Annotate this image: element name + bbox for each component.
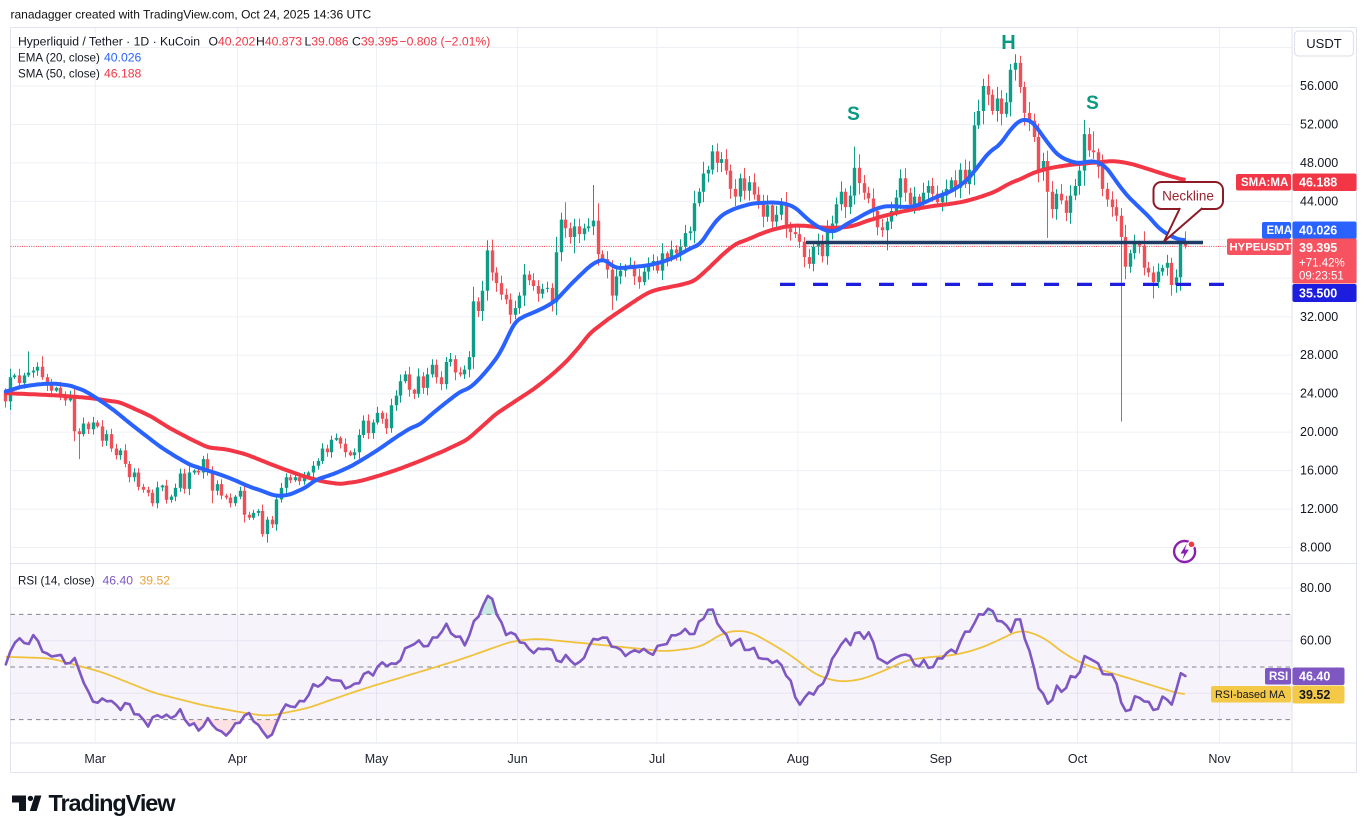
svg-text:24.000: 24.000 [1300,387,1338,401]
svg-text:RSI-based MA: RSI-based MA [1215,689,1286,701]
svg-text:39.52: 39.52 [1299,688,1330,702]
svg-text:46.188: 46.188 [1299,176,1337,190]
svg-text:Mar: Mar [84,752,106,766]
svg-text:56.000: 56.000 [1300,79,1338,93]
svg-text:35.500: 35.500 [1299,287,1337,301]
svg-text:H: H [1001,32,1015,54]
svg-text:USDT: USDT [1306,36,1341,51]
svg-text:ranadagger created with Tradin: ranadagger created with TradingView.com,… [11,8,372,22]
svg-text:EMA (20, close)40.026: EMA (20, close) 40.026 [18,51,141,65]
svg-text:EMA: EMA [1267,225,1293,237]
svg-text:HYPEUSDT: HYPEUSDT [1230,242,1292,254]
svg-text:46.40: 46.40 [1299,670,1330,684]
svg-text:60.00: 60.00 [1300,634,1331,648]
svg-text:S: S [1086,93,1099,114]
svg-text:28.000: 28.000 [1300,348,1338,362]
svg-text:RSI: RSI [1269,671,1288,683]
svg-text:Nov: Nov [1208,752,1231,766]
svg-text:Sep: Sep [930,752,952,766]
svg-text:39.395: 39.395 [1299,241,1337,255]
svg-text:32.000: 32.000 [1300,310,1338,324]
svg-text:44.000: 44.000 [1300,194,1338,208]
svg-text:Jun: Jun [508,752,528,766]
svg-text:8.000: 8.000 [1300,541,1331,555]
svg-text:+71.42%: +71.42% [1299,258,1345,270]
svg-text:Aug: Aug [787,752,809,766]
svg-text:20.000: 20.000 [1300,425,1338,439]
svg-text:09:23:51: 09:23:51 [1299,271,1344,283]
svg-text:Apr: Apr [228,752,247,766]
svg-text:S: S [847,104,860,125]
svg-text:Oct: Oct [1068,752,1088,766]
svg-text:Jul: Jul [649,752,665,766]
svg-text:May: May [365,752,389,766]
svg-text:12.000: 12.000 [1300,502,1338,516]
svg-text:SMA (50, close)46.188: SMA (50, close) 46.188 [18,67,141,81]
svg-text:16.000: 16.000 [1300,464,1338,478]
svg-text:52.000: 52.000 [1300,118,1338,132]
svg-text:Neckline: Neckline [1162,189,1214,204]
svg-text:48.000: 48.000 [1300,156,1338,170]
svg-text:TradingView: TradingView [49,790,177,816]
svg-text:SMA:MA: SMA:MA [1241,177,1288,189]
svg-text:80.00: 80.00 [1300,581,1331,595]
svg-text:Hyperliquid / Tether · 1D · Ku: Hyperliquid / Tether · 1D · KuCoin [18,35,200,49]
svg-text:40.026: 40.026 [1299,224,1337,238]
